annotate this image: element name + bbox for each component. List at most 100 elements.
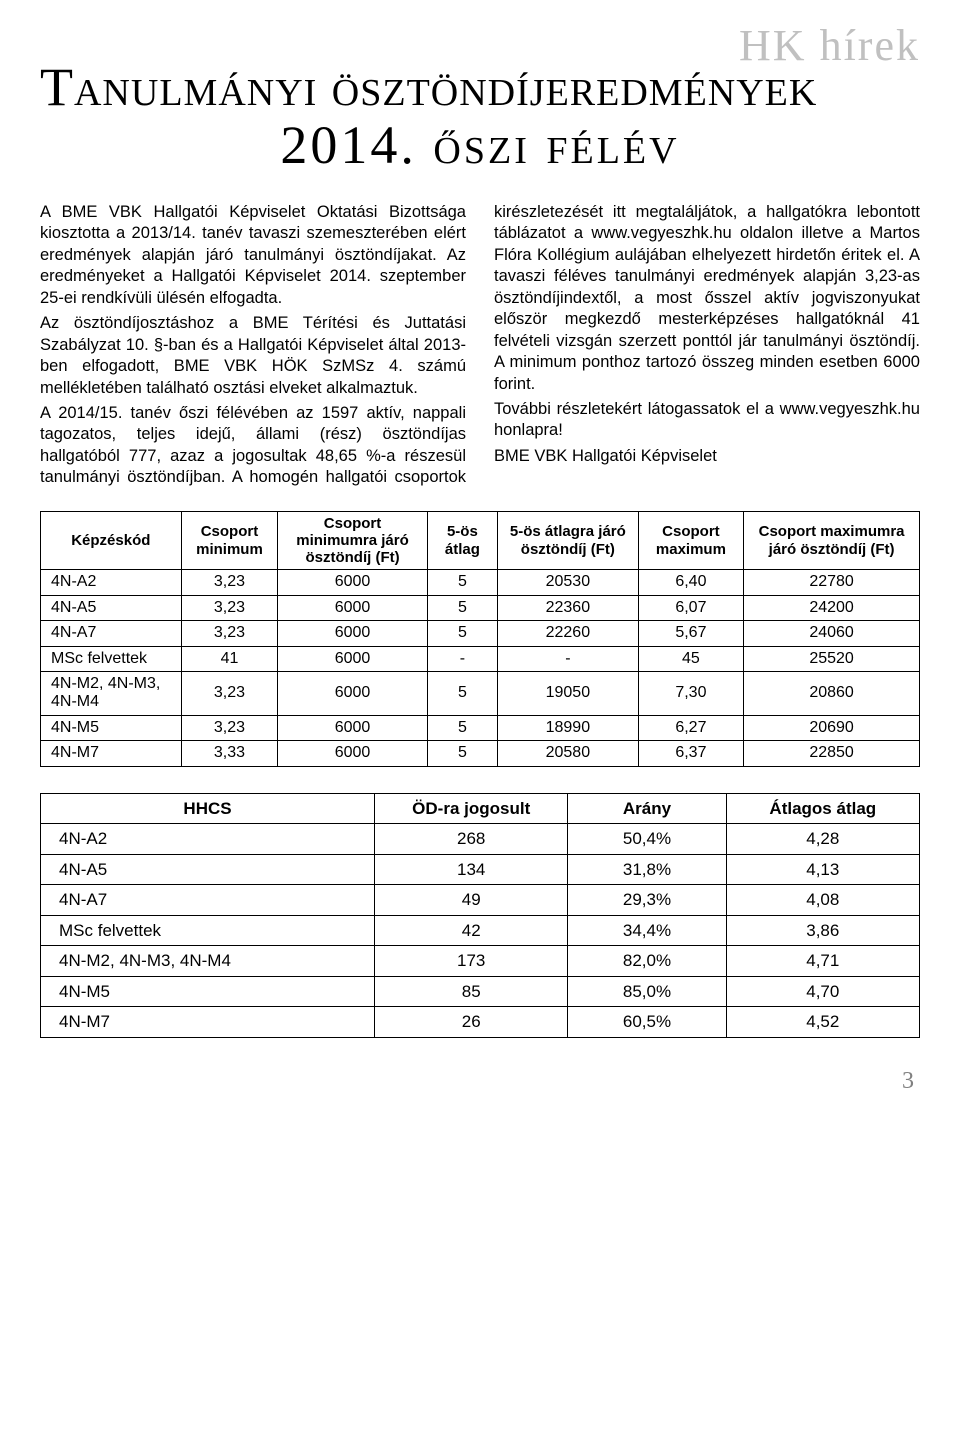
table-cell: 3,23 (181, 595, 278, 620)
table-cell: 6,40 (638, 570, 743, 595)
table-cell: 42 (375, 915, 568, 946)
table-cell: 18990 (498, 715, 639, 740)
table-cell: 3,23 (181, 715, 278, 740)
table-cell: 49 (375, 885, 568, 916)
table-cell: 6,37 (638, 741, 743, 766)
table-cell: 4N-M7 (41, 1007, 375, 1038)
table-cell: 3,23 (181, 672, 278, 716)
table-row: MSc felvettek416000--4525520 (41, 646, 920, 671)
body-para1: A BME VBK Hallgatói Képviselet Oktatási … (40, 202, 466, 309)
table-cell: 50,4% (568, 824, 726, 855)
th-kepzeskod: Képzéskód (41, 511, 182, 570)
th-cs-max-ft: Csoport maximumra járó ösztöndíj (Ft) (744, 511, 920, 570)
table-cell: 4N-A7 (41, 621, 182, 646)
table-cell: 4N-M7 (41, 741, 182, 766)
table-cell: 20690 (744, 715, 920, 740)
table-cell: 5 (427, 595, 497, 620)
table-row: MSc felvettek4234,4%3,86 (41, 915, 920, 946)
table-cell: 60,5% (568, 1007, 726, 1038)
table-cell: 4N-A2 (41, 824, 375, 855)
table2-body: 4N-A226850,4%4,284N-A513431,8%4,134N-A74… (41, 824, 920, 1038)
table-cell: 4N-A2 (41, 570, 182, 595)
table-cell: 85,0% (568, 976, 726, 1007)
table-cell: 5 (427, 570, 497, 595)
table-cell: 25520 (744, 646, 920, 671)
table-cell: 6000 (278, 672, 427, 716)
table-cell: 6000 (278, 741, 427, 766)
th-arany: Arány (568, 793, 726, 824)
table-cell: 4N-A5 (41, 595, 182, 620)
table-cell: MSc felvettek (41, 646, 182, 671)
table-cell: 7,30 (638, 672, 743, 716)
main-title-line2: 2014. őszi félév (40, 114, 920, 176)
table-row: 4N-M2, 4N-M3, 4N-M43,2360005190507,30208… (41, 672, 920, 716)
table-row: 4N-A513431,8%4,13 (41, 854, 920, 885)
table-header-row: HHCS ÖD-ra jogosult Arány Átlagos átlag (41, 793, 920, 824)
table-cell: 22260 (498, 621, 639, 646)
table-header-row: Képzéskód Csoport minimum Csoport minimu… (41, 511, 920, 570)
body-para2: Az ösztöndíjosztáshoz a BME Térítési és … (40, 313, 466, 399)
table-cell: 6000 (278, 595, 427, 620)
table-cell: 268 (375, 824, 568, 855)
table-cell: 6000 (278, 715, 427, 740)
table-row: 4N-M53,2360005189906,2720690 (41, 715, 920, 740)
table-row: 4N-A53,2360005223606,0724200 (41, 595, 920, 620)
th-5atlag-ft: 5-ös átlagra járó ösztöndíj (Ft) (498, 511, 639, 570)
table-cell: 20860 (744, 672, 920, 716)
table-cell: 24200 (744, 595, 920, 620)
table-cell: 4N-M2, 4N-M3, 4N-M4 (41, 946, 375, 977)
th-5atlag: 5-ös átlag (427, 511, 497, 570)
table-row: 4N-A74929,3%4,08 (41, 885, 920, 916)
table-cell: 3,33 (181, 741, 278, 766)
table-cell: 34,4% (568, 915, 726, 946)
table-cell: MSc felvettek (41, 915, 375, 946)
table-cell: 4N-A5 (41, 854, 375, 885)
th-atlag: Átlagos átlag (726, 793, 919, 824)
table-cell: 29,3% (568, 885, 726, 916)
table-cell: 6,07 (638, 595, 743, 620)
table-cell: 6,27 (638, 715, 743, 740)
table-row: 4N-A73,2360005222605,6724060 (41, 621, 920, 646)
table-cell: 5 (427, 672, 497, 716)
table-cell: 26 (375, 1007, 568, 1038)
table-cell: 82,0% (568, 946, 726, 977)
table-cell: 4,71 (726, 946, 919, 977)
th-od: ÖD-ra jogosult (375, 793, 568, 824)
table-cell: - (427, 646, 497, 671)
table1-body: 4N-A23,2360005205306,40227804N-A53,23600… (41, 570, 920, 766)
table-cell: 19050 (498, 672, 639, 716)
table-cell: 5 (427, 741, 497, 766)
table-cell: 41 (181, 646, 278, 671)
table-cell: 4,28 (726, 824, 919, 855)
table-cell: 5 (427, 621, 497, 646)
table-row: 4N-M58585,0%4,70 (41, 976, 920, 1007)
table-cell: 31,8% (568, 854, 726, 885)
table-cell: 3,23 (181, 621, 278, 646)
table-cell: 4,52 (726, 1007, 919, 1038)
table-row: 4N-M73,3360005205806,3722850 (41, 741, 920, 766)
body-para5: BME VBK Hallgatói Képviselet (494, 446, 920, 467)
scholarship-table: Képzéskód Csoport minimum Csoport minimu… (40, 511, 920, 767)
table-cell: 3,86 (726, 915, 919, 946)
table-cell: 5,67 (638, 621, 743, 646)
table-cell: 85 (375, 976, 568, 1007)
body-text: A BME VBK Hallgatói Képviselet Oktatási … (40, 202, 920, 489)
table-cell: 5 (427, 715, 497, 740)
table-cell: 3,23 (181, 570, 278, 595)
table-cell: 20580 (498, 741, 639, 766)
table-cell: 22360 (498, 595, 639, 620)
table-row: 4N-A23,2360005205306,4022780 (41, 570, 920, 595)
table-cell: 22850 (744, 741, 920, 766)
th-cs-max: Csoport maximum (638, 511, 743, 570)
table-cell: 134 (375, 854, 568, 885)
th-hhcs: HHCS (41, 793, 375, 824)
table-cell: 22780 (744, 570, 920, 595)
table-cell: 6000 (278, 646, 427, 671)
th-cs-min-ft: Csoport minimumra járó ösztöndíj (Ft) (278, 511, 427, 570)
section-tag: HK hírek (739, 20, 920, 71)
table-row: 4N-M72660,5%4,52 (41, 1007, 920, 1038)
table-cell: 4N-M5 (41, 715, 182, 740)
table-cell: 4,13 (726, 854, 919, 885)
table-cell: 24060 (744, 621, 920, 646)
stats-table: HHCS ÖD-ra jogosult Arány Átlagos átlag … (40, 793, 920, 1038)
